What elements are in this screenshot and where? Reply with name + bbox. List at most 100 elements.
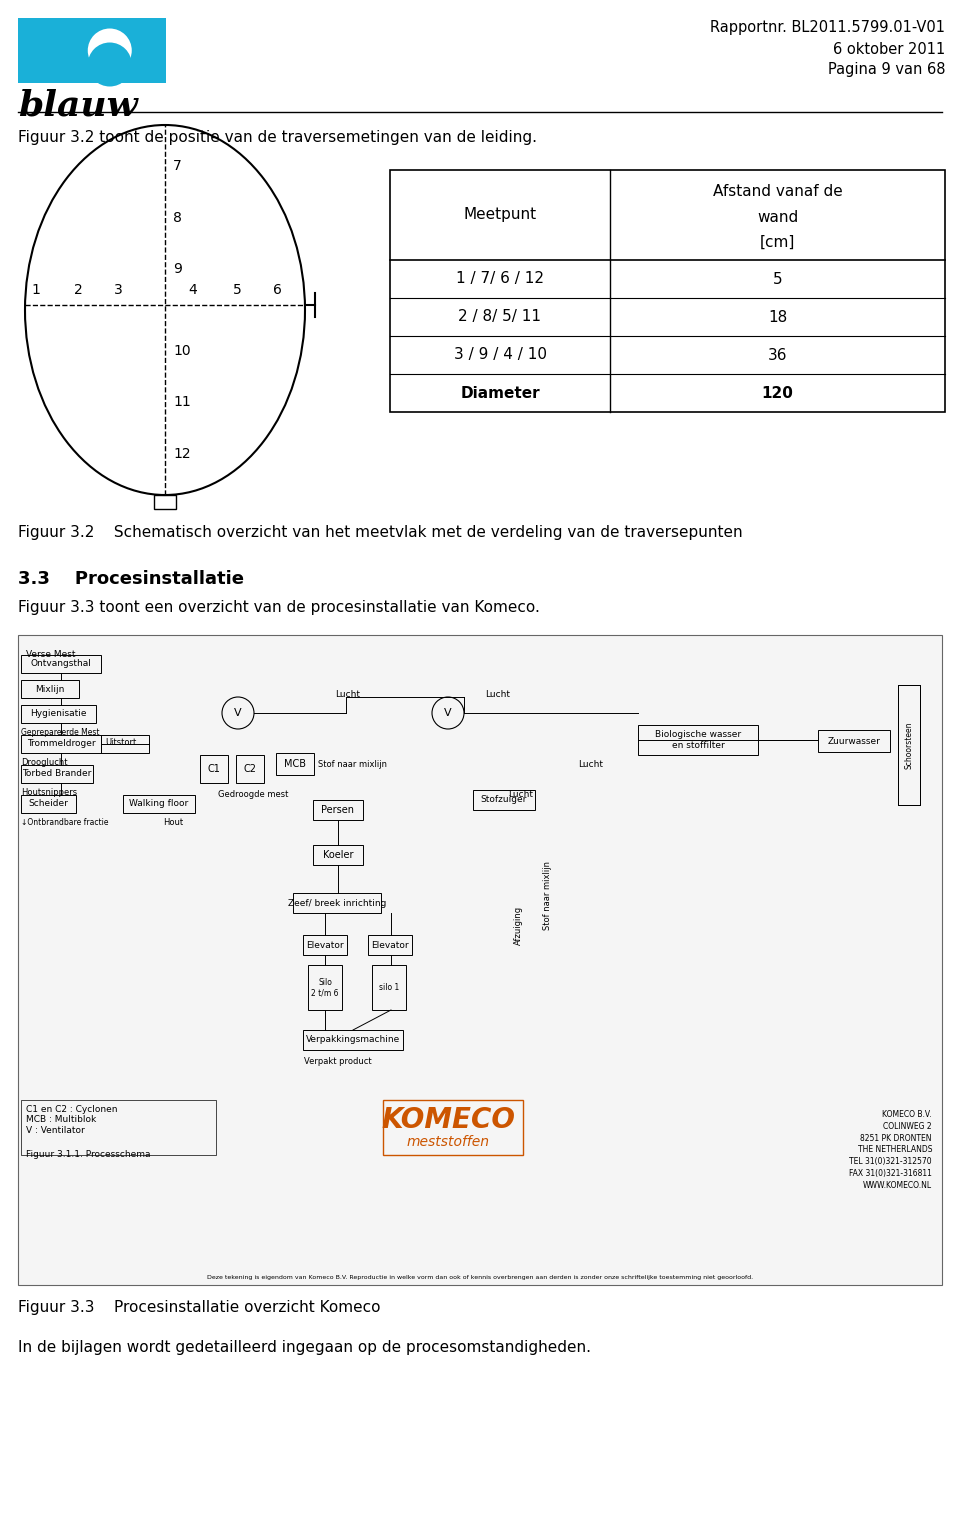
Text: Figuur 3.1.1. Processchema: Figuur 3.1.1. Processchema <box>26 1151 151 1160</box>
Text: Schoorsteen: Schoorsteen <box>904 721 914 768</box>
Text: 7: 7 <box>173 159 181 173</box>
Text: Trommeldroger: Trommeldroger <box>27 739 95 748</box>
Bar <box>200 754 228 783</box>
Bar <box>21 765 93 783</box>
Text: Deze tekening is eigendom van Komeco B.V. Reproductie in welke vorm dan ook of k: Deze tekening is eigendom van Komeco B.V… <box>207 1275 753 1280</box>
Bar <box>21 735 101 753</box>
Text: Stofzuiger: Stofzuiger <box>481 795 527 805</box>
Text: Figuur 3.3    Procesinstallatie overzicht Komeco: Figuur 3.3 Procesinstallatie overzicht K… <box>18 1299 380 1315</box>
Text: 3 / 9 / 4 / 10: 3 / 9 / 4 / 10 <box>453 348 546 363</box>
Text: 36: 36 <box>768 348 787 363</box>
Text: Silo
2 t/m 6: Silo 2 t/m 6 <box>311 978 339 997</box>
Text: Persen: Persen <box>322 805 354 815</box>
Text: wand: wand <box>756 211 798 226</box>
Text: ↓Ontbrandbare fractie: ↓Ontbrandbare fractie <box>21 818 108 827</box>
Text: Rapportnr. BL2011.5799.01-V01: Rapportnr. BL2011.5799.01-V01 <box>710 20 945 35</box>
Text: Hout: Hout <box>163 818 183 827</box>
Bar <box>313 800 363 820</box>
Text: Koeler: Koeler <box>323 850 353 861</box>
Text: Figuur 3.3 toont een overzicht van de procesinstallatie van Komeco.: Figuur 3.3 toont een overzicht van de pr… <box>18 600 540 615</box>
Text: KOMECO B.V.
COLINWEG 2
8251 PK DRONTEN
THE NETHERLANDS
TEL 31(0)321-312570
FAX 3: KOMECO B.V. COLINWEG 2 8251 PK DRONTEN T… <box>850 1110 932 1190</box>
Bar <box>313 846 363 865</box>
Text: 8: 8 <box>173 211 181 225</box>
Circle shape <box>87 29 132 73</box>
Text: C2: C2 <box>244 764 256 774</box>
Bar <box>368 935 412 955</box>
Bar <box>372 965 406 1009</box>
Text: 2: 2 <box>74 282 83 298</box>
Text: Figuur 3.2    Schematisch overzicht van het meetvlak met de verdeling van de tra: Figuur 3.2 Schematisch overzicht van het… <box>18 525 743 540</box>
Text: [cm]: [cm] <box>759 234 795 249</box>
Bar <box>898 685 920 805</box>
Text: Hygienisatie: Hygienisatie <box>31 709 86 718</box>
Text: Lucht: Lucht <box>508 789 533 798</box>
Text: Verse Mest: Verse Mest <box>26 650 76 659</box>
Text: 12: 12 <box>173 448 191 461</box>
Text: 5: 5 <box>233 282 242 298</box>
Text: 10: 10 <box>173 343 191 358</box>
Bar <box>18 18 166 83</box>
Text: Stof naar mixlijn: Stof naar mixlijn <box>318 761 387 770</box>
Text: Lucht: Lucht <box>486 691 511 698</box>
Text: Torbed Brander: Torbed Brander <box>22 770 92 779</box>
Text: 1 / 7/ 6 / 12: 1 / 7/ 6 / 12 <box>456 272 544 287</box>
Text: 6: 6 <box>273 282 281 298</box>
Text: Afzuiging: Afzuiging <box>514 905 522 944</box>
Text: Walking floor: Walking floor <box>130 800 188 809</box>
Text: Geprepareerde Mest: Geprepareerde Mest <box>21 729 100 738</box>
Text: Verpakt product: Verpakt product <box>304 1057 372 1066</box>
Bar <box>236 754 264 783</box>
Bar <box>818 730 890 751</box>
Text: 3: 3 <box>114 282 123 298</box>
Bar <box>101 735 149 753</box>
Text: V: V <box>234 707 242 718</box>
Text: blauw: blauw <box>18 88 137 121</box>
Text: Ontvangsthal: Ontvangsthal <box>31 659 91 668</box>
Bar <box>473 789 535 811</box>
Text: Houtsnippers: Houtsnippers <box>21 788 77 797</box>
Text: 4: 4 <box>188 282 198 298</box>
Bar <box>303 935 347 955</box>
Text: 11: 11 <box>173 396 191 410</box>
Text: V: V <box>444 707 452 718</box>
Bar <box>123 795 195 814</box>
Text: Afstand vanaf de: Afstand vanaf de <box>712 185 842 199</box>
Bar <box>898 685 920 805</box>
Text: C1 en C2 : Cyclonen
MCB : Multiblok
V : Ventilator: C1 en C2 : Cyclonen MCB : Multiblok V : … <box>26 1105 117 1135</box>
Text: Figuur 3.2 toont de positie van de traversemetingen van de leiding.: Figuur 3.2 toont de positie van de trave… <box>18 131 537 146</box>
Circle shape <box>87 43 132 87</box>
Bar <box>21 795 76 814</box>
Bar <box>308 965 342 1009</box>
Text: 9: 9 <box>173 263 181 276</box>
Text: 2 / 8/ 5/ 11: 2 / 8/ 5/ 11 <box>459 310 541 325</box>
Text: KOMECO: KOMECO <box>381 1107 515 1134</box>
Text: Zuurwasser: Zuurwasser <box>828 736 880 745</box>
Text: silo 1: silo 1 <box>379 984 399 991</box>
Text: 1: 1 <box>32 282 40 298</box>
Text: Biologische wasser
en stoffilter: Biologische wasser en stoffilter <box>655 730 741 750</box>
Text: Meetpunt: Meetpunt <box>464 208 537 223</box>
Text: 5: 5 <box>773 272 782 287</box>
Text: Zeef/ breek inrichting: Zeef/ breek inrichting <box>288 899 386 908</box>
Text: Gedroogde mest: Gedroogde mest <box>218 789 288 798</box>
Text: Verpakkingsmachine: Verpakkingsmachine <box>306 1035 400 1044</box>
Text: In de bijlagen wordt gedetailleerd ingegaan op de procesomstandigheden.: In de bijlagen wordt gedetailleerd ingeg… <box>18 1340 591 1356</box>
Text: 120: 120 <box>761 386 793 401</box>
Text: 18: 18 <box>768 310 787 325</box>
Bar <box>390 170 945 411</box>
Bar <box>276 753 314 776</box>
Bar <box>383 1101 523 1155</box>
Text: Pagina 9 van 68: Pagina 9 van 68 <box>828 62 945 77</box>
Bar <box>21 654 101 672</box>
Text: Lucht: Lucht <box>335 691 361 698</box>
Bar <box>638 726 758 754</box>
Bar <box>303 1031 403 1050</box>
Bar <box>18 635 942 1286</box>
Bar <box>21 680 79 698</box>
Text: Scheider: Scheider <box>29 800 68 809</box>
Bar <box>101 735 149 753</box>
Text: Stof naar mixlijn: Stof naar mixlijn <box>543 861 553 929</box>
Text: meststoffen: meststoffen <box>406 1135 490 1149</box>
Text: C1: C1 <box>207 764 221 774</box>
Text: 6 oktober 2011: 6 oktober 2011 <box>832 43 945 58</box>
